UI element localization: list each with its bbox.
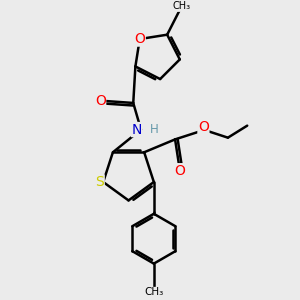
Text: CH₃: CH₃ [173, 2, 191, 11]
Text: H: H [150, 123, 159, 136]
Text: S: S [95, 175, 104, 189]
Text: O: O [134, 32, 145, 46]
Text: O: O [174, 164, 185, 178]
Text: O: O [95, 94, 106, 108]
Text: O: O [198, 119, 209, 134]
Text: N: N [131, 123, 142, 136]
Text: CH₃: CH₃ [144, 287, 164, 297]
